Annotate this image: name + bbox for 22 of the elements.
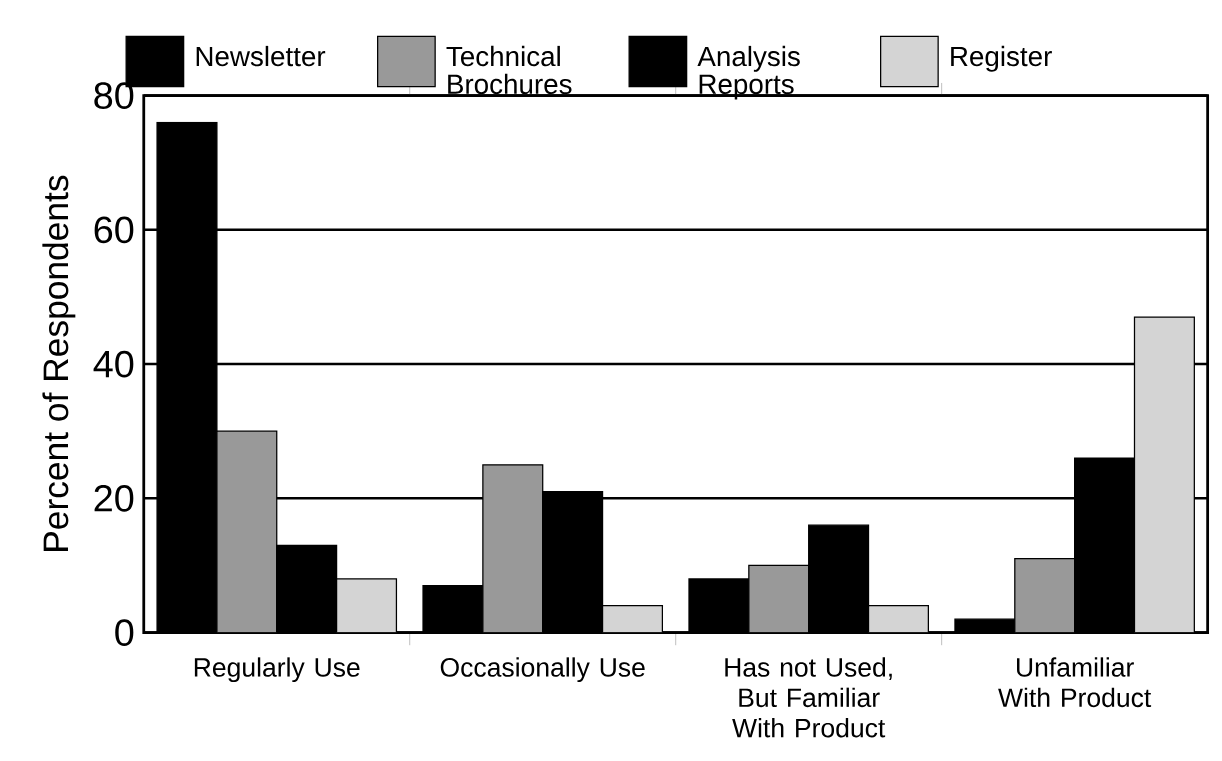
y-tick-label: 80	[94, 82, 134, 109]
bar	[601, 604, 664, 633]
bar	[1014, 558, 1076, 633]
legend-label: Analysis Reports	[697, 45, 800, 100]
bar	[335, 578, 398, 633]
bar	[748, 565, 809, 633]
x-tick-label: Unfamiliar With Product	[998, 657, 1152, 708]
x-tick-label: Regularly Use	[194, 657, 360, 682]
legend-label: Newsletter	[196, 45, 326, 67]
bar	[216, 430, 278, 633]
bar	[1133, 316, 1195, 633]
x-tick-label: Has not Used, But Familiar With Product	[725, 657, 892, 738]
y-axis-title: Percent of Respondents	[42, 175, 76, 551]
x-tick-label: Occasionally Use	[440, 657, 645, 682]
legend-label: Technical Brochures	[446, 45, 572, 94]
y-tick-label: 20	[94, 484, 134, 512]
bar	[868, 605, 929, 633]
y-tick-label: 40	[93, 350, 134, 378]
bar	[482, 464, 544, 633]
legend-label: Register	[951, 45, 1052, 72]
y-tick-label: 60	[94, 216, 134, 244]
y-tick-label: 0	[115, 619, 134, 646]
